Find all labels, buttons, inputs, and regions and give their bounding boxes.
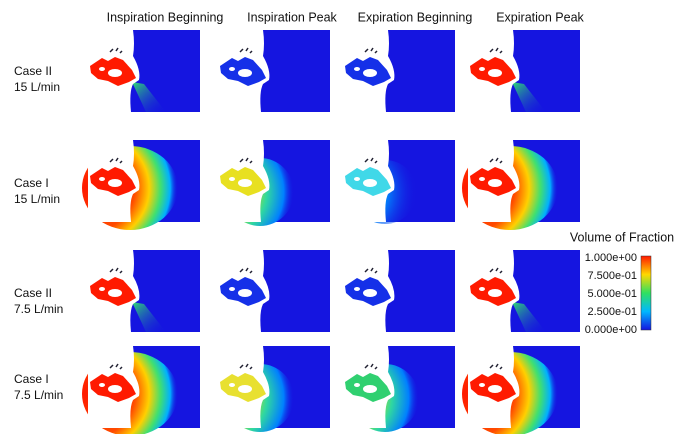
sinus-hole xyxy=(488,179,502,187)
sinus-hole xyxy=(238,289,252,297)
sinus-hole xyxy=(363,385,377,393)
sinus-hole xyxy=(363,179,377,187)
sinus-hole xyxy=(229,287,235,291)
row-case: Case II xyxy=(14,64,52,78)
sinus-hole xyxy=(479,383,485,387)
colorbar-tick-label: 2.500e-01 xyxy=(587,306,637,318)
sinus-hole xyxy=(108,69,122,77)
contour-panel xyxy=(218,30,330,112)
contour-panel xyxy=(218,250,330,332)
row-case: Case I xyxy=(14,176,49,190)
sinus-hole xyxy=(99,177,105,181)
contour-panel xyxy=(462,346,580,434)
contour-panel xyxy=(82,140,200,230)
sinus-hole xyxy=(488,69,502,77)
sinus-hole xyxy=(354,67,360,71)
column-header: Inspiration Peak xyxy=(247,10,337,24)
colorbar-tick-label: 1.000e+00 xyxy=(585,252,637,264)
colorbar-tick-label: 7.500e-01 xyxy=(587,270,637,282)
colorbar-tick-label: 0.000e+00 xyxy=(585,324,637,336)
sinus-hole xyxy=(354,177,360,181)
column-header: Inspiration Beginning xyxy=(107,10,224,24)
contour-panel xyxy=(88,250,200,332)
sinus-hole xyxy=(99,287,105,291)
contour-panel xyxy=(468,250,580,332)
sinus-hole xyxy=(363,289,377,297)
row-case: Case I xyxy=(14,372,49,386)
sinus-hole xyxy=(488,289,502,297)
sinus-hole xyxy=(479,287,485,291)
row-case: Case II xyxy=(14,286,52,300)
row-flow: 7.5 L/min xyxy=(14,388,63,402)
row-flow: 15 L/min xyxy=(14,80,60,94)
sinus-hole xyxy=(229,383,235,387)
sinus-hole xyxy=(108,289,122,297)
sinus-hole xyxy=(108,179,122,187)
row-flow: 7.5 L/min xyxy=(14,302,63,316)
contour-panel xyxy=(343,346,455,432)
contour-panel xyxy=(468,30,580,112)
sinus-hole xyxy=(488,385,502,393)
contour-panel xyxy=(343,250,455,332)
colorbar-title: Volume of Fraction xyxy=(570,230,674,244)
sinus-hole xyxy=(354,287,360,291)
sinus-hole xyxy=(108,385,122,393)
contour-panel xyxy=(343,140,455,224)
sinus-hole xyxy=(238,179,252,187)
contour-panel xyxy=(343,30,455,112)
row-flow: 15 L/min xyxy=(14,192,60,206)
sinus-hole xyxy=(229,67,235,71)
colorbar-tick-label: 5.000e-01 xyxy=(587,288,637,300)
sinus-hole xyxy=(99,67,105,71)
sinus-hole xyxy=(99,383,105,387)
colorbar xyxy=(641,256,651,330)
contour-panel xyxy=(218,346,330,432)
contour-panel xyxy=(82,346,200,434)
sinus-hole xyxy=(363,69,377,77)
figure: Inspiration Beginning Inspiration Peak Exp… xyxy=(0,0,675,434)
sinus-hole xyxy=(479,177,485,181)
column-header: Expiration Peak xyxy=(496,10,584,24)
sinus-hole xyxy=(354,383,360,387)
column-header: Expiration Beginning xyxy=(358,10,473,24)
contour-panel xyxy=(88,30,200,112)
sinus-hole xyxy=(238,69,252,77)
sinus-hole xyxy=(238,385,252,393)
contour-grid xyxy=(82,30,580,434)
contour-panel xyxy=(462,140,580,230)
contour-panel xyxy=(218,140,330,226)
sinus-hole xyxy=(229,177,235,181)
sinus-hole xyxy=(479,67,485,71)
